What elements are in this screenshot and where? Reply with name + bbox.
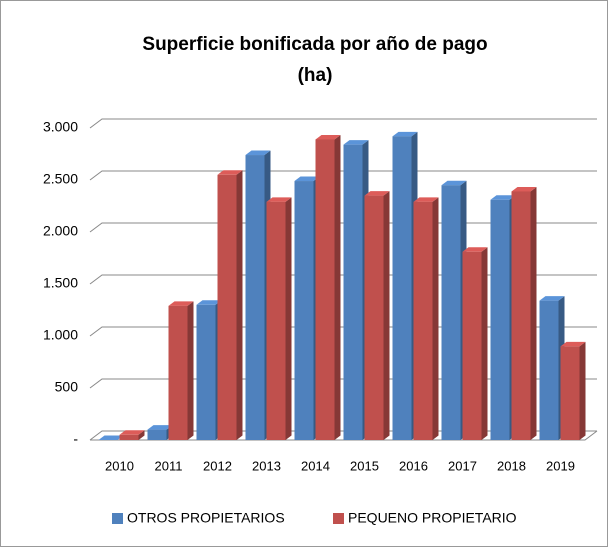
bar: [168, 301, 194, 440]
x-tick-label: 2015: [350, 458, 379, 473]
bar-front: [490, 199, 510, 440]
x-tick-label: 2016: [399, 458, 428, 473]
bar-top: [343, 140, 369, 145]
bar-front: [245, 155, 265, 441]
bar-top: [441, 180, 467, 186]
bar-top: [168, 301, 194, 306]
bar-front: [147, 429, 167, 440]
bar-front: [364, 195, 384, 440]
bar-top: [560, 341, 586, 347]
y-tick-label: 2.500: [43, 171, 78, 187]
bar-side: [236, 170, 243, 441]
bar-side: [187, 301, 194, 440]
bar-side: [530, 186, 537, 440]
y-tick-label: 1.500: [43, 275, 78, 291]
bar-top: [315, 134, 341, 140]
bar-side: [432, 197, 439, 440]
bar: [217, 170, 243, 441]
y-tick-label: 3.000: [43, 119, 78, 135]
bar-side: [138, 430, 145, 440]
x-tick-label: 2010: [105, 458, 134, 473]
bar: [98, 435, 124, 440]
chart-title: Superficie bonificada por año de pago: [142, 34, 487, 55]
bar-top: [462, 247, 488, 252]
chart-subtitle: (ha): [298, 65, 333, 86]
bar-front: [196, 304, 216, 440]
legend-label: PEQUENO PROPIETARIO: [348, 510, 517, 526]
bar-top: [294, 176, 320, 182]
grid-line: [89, 170, 597, 181]
bar-top: [217, 170, 243, 175]
bar: [462, 247, 488, 440]
bar-front: [441, 185, 461, 440]
bar: [511, 186, 537, 440]
bar-top: [413, 197, 439, 202]
bar-front: [511, 191, 531, 440]
bar-top: [364, 191, 390, 196]
y-tick-label: 2.000: [43, 223, 78, 239]
y-tick-label: 500: [55, 379, 79, 395]
bar-front: [343, 144, 363, 440]
bar-front: [315, 139, 335, 440]
bar-front: [119, 434, 139, 440]
bar-top: [147, 425, 173, 430]
bar-side: [285, 197, 292, 440]
bar-top: [392, 131, 418, 137]
bar: [119, 430, 145, 440]
x-tick-label: 2011: [155, 458, 183, 473]
bar-front: [266, 201, 286, 440]
bar-top: [490, 195, 516, 200]
grid-line: [89, 118, 597, 129]
legend-label: OTROS PROPIETARIOS: [127, 510, 285, 526]
bar: [364, 191, 390, 440]
bar-side: [334, 134, 341, 440]
x-tick-label: 2017: [448, 458, 477, 473]
bar-front: [294, 181, 314, 441]
bar-top: [98, 435, 124, 440]
y-tick-label: 1.000: [43, 327, 78, 343]
bar: [413, 197, 439, 440]
bar-front: [168, 305, 188, 440]
bar-side: [481, 247, 488, 440]
bar-top: [196, 300, 222, 305]
bar: [560, 341, 586, 440]
bar-top: [539, 296, 565, 301]
y-tick-label: -: [73, 431, 78, 447]
bar-front: [462, 251, 482, 440]
legend-swatch: [333, 513, 344, 524]
x-tick-label: 2018: [497, 458, 526, 473]
x-tick-label: 2019: [546, 458, 575, 473]
bar-top: [119, 430, 145, 435]
bar-front: [539, 300, 559, 440]
bar-side: [383, 191, 390, 440]
bar: [315, 134, 341, 440]
bar-front: [217, 174, 237, 441]
bar: [266, 197, 292, 440]
bar-top: [511, 186, 537, 192]
bar-front: [560, 346, 580, 440]
bar-front: [413, 201, 433, 440]
x-tick-label: 2013: [252, 458, 281, 473]
bar-top: [245, 150, 271, 156]
bar-side: [579, 341, 586, 440]
bar-front: [392, 136, 412, 440]
legend-swatch: [112, 513, 123, 524]
x-tick-label: 2014: [301, 458, 330, 473]
bar-top: [266, 197, 292, 202]
x-tick-label: 2012: [203, 458, 232, 473]
